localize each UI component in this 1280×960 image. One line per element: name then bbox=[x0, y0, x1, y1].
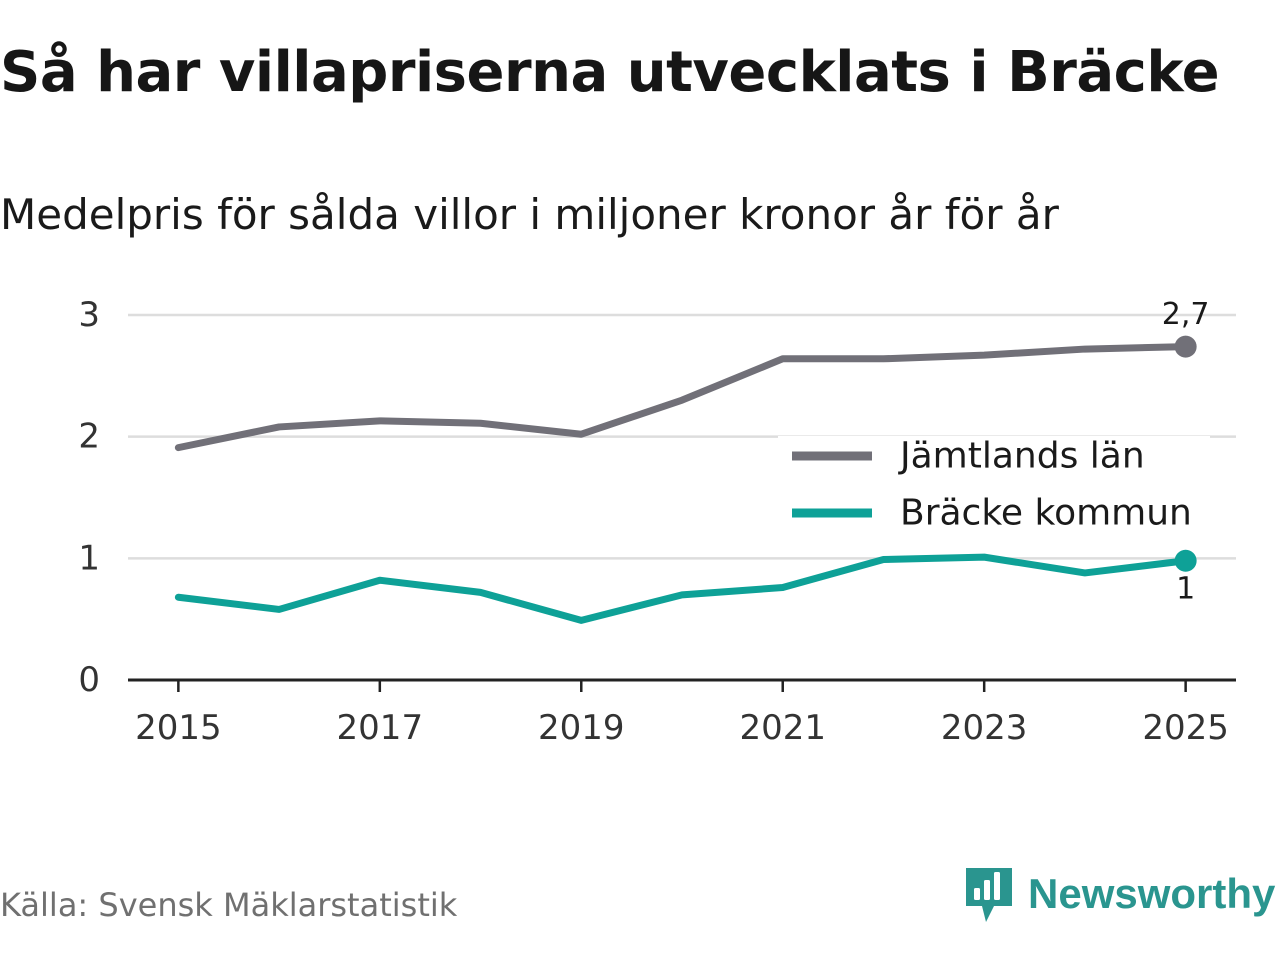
legend: Jämtlands län Bräcke kommun bbox=[778, 436, 1210, 540]
series-endpoints: 2,71 bbox=[1162, 297, 1210, 606]
series-lines bbox=[174, 343, 1190, 624]
end-value-label-jamtlands-lan: 2,7 bbox=[1162, 297, 1210, 332]
line-chart: 0 1 2 3 2015 2017 2019 2021 2023 2025 Jämtlands … bbox=[78, 295, 1236, 748]
newsworthy-logo-icon bbox=[966, 868, 1012, 922]
x-tick-label: 2023 bbox=[941, 708, 1028, 748]
legend-label-bracke-kommun: Bräcke kommun bbox=[900, 493, 1192, 534]
y-axis-ticks: 0 1 2 3 bbox=[78, 295, 100, 700]
y-tick-label: 0 bbox=[78, 660, 100, 700]
brand-name: Newsworthy bbox=[1028, 870, 1276, 917]
series-endpoint-jamtlands-lan bbox=[1174, 335, 1197, 358]
chart-subtitle: Medelpris för sålda villor i miljoner kr… bbox=[0, 190, 1059, 239]
y-tick-label: 2 bbox=[78, 417, 100, 457]
series-endpoint-bracke-kommun bbox=[1174, 549, 1197, 572]
x-tick-label: 2025 bbox=[1142, 708, 1229, 748]
x-tick-label: 2019 bbox=[538, 708, 625, 748]
x-tick-label: 2017 bbox=[337, 708, 424, 748]
end-value-label-bracke-kommun: 1 bbox=[1176, 571, 1195, 606]
chart-title: Så har villapriserna utvecklats i Bräcke bbox=[0, 40, 1220, 105]
source-note: Källa: Svensk Mäklarstatistik bbox=[0, 886, 458, 924]
x-tick-label: 2021 bbox=[739, 708, 826, 748]
y-tick-label: 1 bbox=[78, 538, 100, 578]
series-line-jamtlands-lan bbox=[174, 343, 1190, 452]
x-tick-label: 2015 bbox=[135, 708, 222, 748]
series-line-bracke-kommun bbox=[174, 553, 1190, 624]
x-axis: 2015 2017 2019 2021 2023 2025 bbox=[128, 678, 1236, 748]
brand-logo: Newsworthy bbox=[964, 864, 1275, 924]
y-tick-label: 3 bbox=[78, 295, 100, 335]
legend-label-jamtlands-lan: Jämtlands län bbox=[898, 436, 1145, 477]
